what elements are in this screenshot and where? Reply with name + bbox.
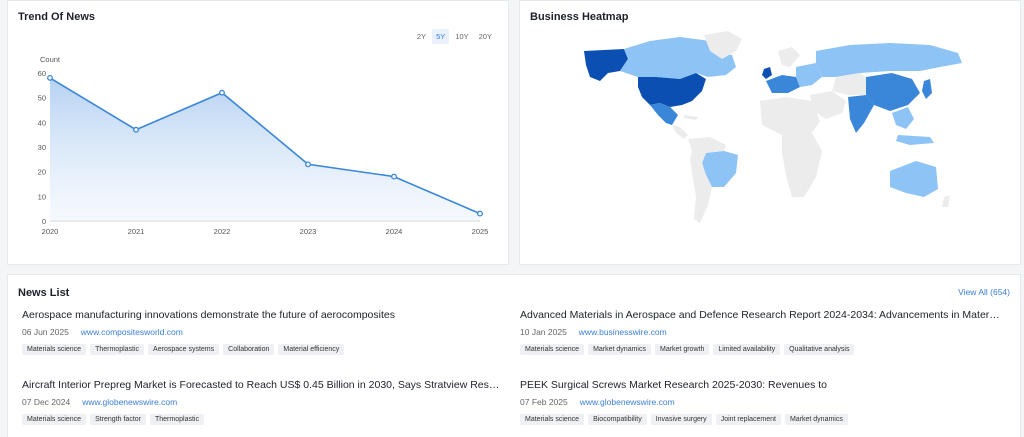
tag[interactable]: Market dynamics — [588, 344, 651, 355]
tag[interactable]: Materials science — [22, 414, 86, 425]
tag[interactable]: Material efficiency — [278, 344, 344, 355]
tag[interactable]: Strength factor — [90, 414, 146, 425]
news-title[interactable]: Advanced Materials in Aerospace and Defe… — [520, 309, 1000, 321]
tag-list: Materials science Market dynamics Market… — [520, 344, 1000, 355]
news-date: 07 Feb 2025 — [520, 397, 568, 407]
news-source-link[interactable]: www.globenewswire.com — [82, 397, 177, 407]
news-title[interactable]: Aerospace manufacturing innovations demo… — [22, 309, 502, 321]
tag[interactable]: Thermoplastic — [150, 414, 204, 425]
trend-chart: Count 0 10 20 30 40 50 60 2020 2021 2022 2023 2024 2… — [8, 1, 510, 266]
news-title[interactable]: Aircraft Interior Prepreg Market is Fore… — [22, 379, 502, 391]
trend-card: Trend Of News 2Y 5Y 10Y 20Y Count 010203… — [7, 0, 509, 265]
map-region-indonesia[interactable] — [896, 135, 934, 145]
data-point — [392, 174, 397, 179]
y-tick-label: 60 — [38, 69, 46, 78]
data-point — [220, 90, 225, 95]
tag[interactable]: Materials science — [22, 344, 86, 355]
y-tick-label: 0 — [42, 217, 46, 226]
news-source-link[interactable]: www.businesswire.com — [579, 327, 667, 337]
tag[interactable]: Joint replacement — [716, 414, 781, 425]
world-map[interactable] — [520, 1, 1022, 266]
map-region-alaska[interactable] — [584, 49, 628, 81]
map-region-south-america-north[interactable] — [688, 137, 726, 153]
map-region-japan[interactable] — [922, 79, 932, 99]
x-tick-label: 2025 — [472, 227, 489, 236]
series-area — [50, 78, 480, 221]
data-point — [134, 127, 139, 132]
news-item[interactable]: Aerospace manufacturing innovations demo… — [22, 309, 502, 355]
data-point — [478, 211, 483, 216]
tag[interactable]: Limited availability — [713, 344, 780, 355]
tag[interactable]: Materials science — [520, 344, 584, 355]
y-tick-label: 20 — [38, 168, 46, 177]
tag[interactable]: Thermoplastic — [90, 344, 144, 355]
tag[interactable]: Biocompatibility — [588, 414, 647, 425]
map-region-australia[interactable] — [890, 161, 938, 197]
news-date: 10 Jan 2025 — [520, 327, 567, 337]
tag[interactable]: Collaboration — [223, 344, 274, 355]
map-region-caribbean[interactable] — [684, 115, 698, 120]
data-point — [48, 76, 53, 81]
tag-list: Materials science Thermoplastic Aerospac… — [22, 344, 502, 355]
x-tick-label: 2023 — [300, 227, 317, 236]
view-all-link[interactable]: View All (654) — [958, 287, 1010, 297]
y-tick-label: 30 — [38, 143, 46, 152]
map-region-southeast-asia[interactable] — [892, 107, 914, 129]
news-source-link[interactable]: www.globenewswire.com — [580, 397, 675, 407]
news-date: 07 Dec 2024 — [22, 397, 70, 407]
tag-list: Materials science Strength factor Thermo… — [22, 414, 502, 425]
x-tick-label: 2024 — [386, 227, 403, 236]
map-region-scandinavia[interactable] — [778, 47, 800, 67]
map-region-china[interactable] — [866, 73, 920, 111]
news-list-card: News List View All (654) Aerospace manuf… — [7, 274, 1021, 437]
news-item[interactable]: Advanced Materials in Aerospace and Defe… — [520, 309, 1000, 355]
map-region-new-zealand[interactable] — [942, 195, 950, 207]
x-tick-label: 2022 — [214, 227, 231, 236]
tag[interactable]: Market dynamics — [785, 414, 848, 425]
tag[interactable]: Market growth — [655, 344, 709, 355]
x-tick-label: 2020 — [42, 227, 59, 236]
y-tick-label: 40 — [38, 118, 46, 127]
news-list-title: News List — [18, 287, 69, 299]
news-source-link[interactable]: www.compositesworld.com — [81, 327, 183, 337]
y-tick-label: 10 — [38, 192, 46, 201]
map-region-india[interactable] — [848, 95, 874, 133]
data-point — [306, 162, 311, 167]
tag[interactable]: Aerospace systems — [148, 344, 219, 355]
news-item[interactable]: PEEK Surgical Screws Market Research 202… — [520, 379, 1000, 425]
heatmap-card: Business Heatmap — [519, 0, 1021, 265]
tag[interactable]: Invasive surgery — [651, 414, 712, 425]
map-region-uk[interactable] — [762, 67, 772, 79]
y-tick-label: 50 — [38, 94, 46, 103]
map-region-central-america[interactable] — [672, 125, 688, 139]
tag[interactable]: Materials science — [520, 414, 584, 425]
map-region-north-africa[interactable] — [760, 97, 820, 135]
map-region-south-africa[interactable] — [782, 133, 822, 197]
map-region-russia[interactable] — [816, 43, 962, 77]
map-region-western-europe[interactable] — [766, 75, 800, 93]
news-item[interactable]: Aircraft Interior Prepreg Market is Fore… — [22, 379, 502, 425]
news-title[interactable]: PEEK Surgical Screws Market Research 202… — [520, 379, 1000, 391]
y-axis-label: Count — [40, 55, 61, 64]
tag-list: Materials science Biocompatibility Invas… — [520, 414, 1000, 425]
tag[interactable]: Qualitative analysis — [784, 344, 854, 355]
x-tick-label: 2021 — [128, 227, 145, 236]
news-date: 06 Jun 2025 — [22, 327, 69, 337]
